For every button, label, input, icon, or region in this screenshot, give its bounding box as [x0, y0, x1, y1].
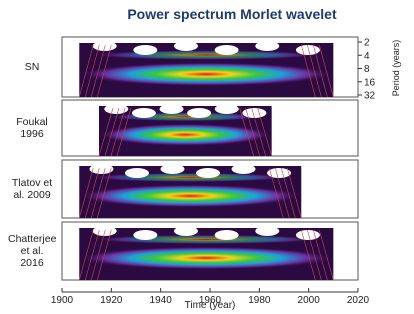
cone-hatch: [96, 229, 112, 281]
cone-hatch: [257, 107, 272, 157]
panel-label: Chatterjee et al. 2016: [8, 233, 57, 269]
cone-hatch: [280, 167, 296, 219]
low-power-region: [214, 230, 239, 240]
cone-hatch: [301, 229, 316, 281]
low-power-region: [255, 226, 280, 236]
low-power-region: [255, 41, 280, 51]
low-power-region: [231, 164, 256, 174]
cone-hatch: [98, 107, 114, 157]
x-axis-label: Time (year): [185, 300, 236, 311]
cone-hatch: [319, 44, 334, 98]
wavelet-image: [98, 104, 272, 157]
cone-hatch: [84, 167, 100, 219]
x-tick-label: 1900: [51, 295, 74, 306]
x-tick-label: 1940: [150, 295, 173, 306]
low-power-region: [104, 104, 129, 114]
wavelet-image: [78, 164, 302, 219]
y-tick-label: 2: [364, 38, 370, 49]
cone-hatch: [78, 167, 94, 219]
low-power-region: [267, 168, 292, 178]
low-power-region: [159, 104, 184, 114]
panel-label: SN: [24, 61, 40, 73]
x-tick-label: 1960: [199, 295, 222, 306]
x-tick-label: 2000: [298, 295, 321, 306]
cone-hatch: [96, 44, 112, 98]
cone-hatch: [307, 229, 322, 281]
cone-hatch: [307, 44, 322, 98]
cone-hatch: [313, 44, 328, 98]
x-tick-label: 2020: [347, 295, 370, 306]
x-tick-label: 1980: [248, 295, 271, 306]
low-power-region: [92, 41, 117, 51]
low-power-region: [133, 45, 158, 55]
power-band: [79, 184, 302, 208]
y-tick-label: 16: [364, 77, 376, 88]
power-band: [90, 172, 291, 183]
cone-hatch: [245, 107, 260, 157]
cone-hatch: [116, 107, 132, 157]
cone-hatch: [239, 107, 254, 157]
low-power-region: [214, 104, 239, 114]
y-tick-label: 32: [364, 91, 376, 102]
low-power-region: [124, 168, 149, 178]
power-band: [79, 246, 334, 270]
wavelet-image: [78, 41, 334, 98]
low-power-region: [160, 164, 185, 174]
cone-hatch: [274, 167, 290, 219]
cone-hatch: [96, 167, 112, 219]
low-power-region: [173, 41, 198, 51]
cone-hatch: [268, 167, 284, 219]
y-tick-label: 8: [364, 64, 370, 75]
cone-hatch: [104, 107, 120, 157]
cone-hatch: [319, 229, 334, 281]
panel-label: Tlatov et al. 2009: [11, 177, 53, 201]
low-power-region: [196, 168, 221, 178]
power-band: [107, 112, 264, 122]
wavelet-image: [78, 226, 334, 281]
cone-hatch: [90, 44, 106, 98]
low-power-region: [131, 108, 156, 118]
power-band: [91, 234, 321, 245]
y-tick-label: 4: [364, 51, 370, 62]
low-power-region: [89, 164, 114, 174]
cone-hatch: [84, 44, 100, 98]
cone-hatch: [90, 167, 106, 219]
cone-hatch: [286, 167, 302, 219]
low-power-region: [214, 45, 239, 55]
chart-title: Power spectrum Morlet wavelet: [127, 6, 337, 22]
power-band: [98, 123, 272, 146]
cone-hatch: [110, 107, 126, 157]
cone-hatch: [78, 44, 94, 98]
power-band: [79, 62, 334, 87]
cone-hatch: [313, 229, 328, 281]
low-power-region: [92, 226, 117, 236]
x-tick-label: 1920: [100, 295, 123, 306]
cone-hatch: [301, 44, 316, 98]
low-power-region: [133, 230, 158, 240]
panel-label: Foukal 1996: [16, 116, 48, 140]
low-power-region: [187, 108, 212, 118]
cone-hatch: [78, 229, 94, 281]
y-axis-label: Period (years): [391, 40, 401, 97]
low-power-region: [173, 226, 198, 236]
cone-hatch: [251, 107, 266, 157]
low-power-region: [242, 108, 267, 118]
cone-hatch: [90, 229, 106, 281]
power-band: [91, 50, 321, 60]
cone-hatch: [84, 229, 100, 281]
